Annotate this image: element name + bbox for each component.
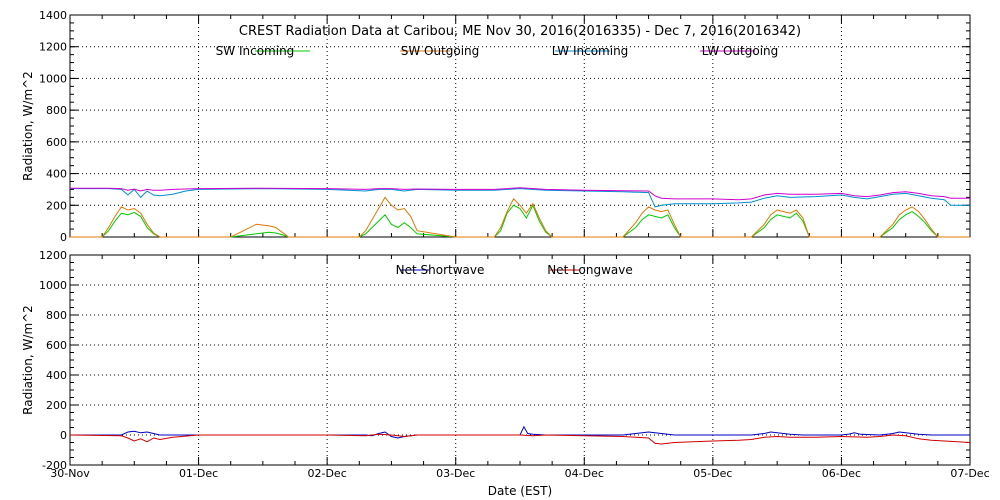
x-axis-label: Date (EST): [488, 484, 552, 498]
y-tick-label: 800: [46, 104, 67, 117]
series-line-sw-outgoing: [70, 196, 970, 238]
y-tick-label: 400: [46, 369, 67, 382]
y-tick-label: 1000: [39, 72, 67, 85]
y-tick-label: 800: [46, 309, 67, 322]
y-tick-label: -200: [42, 459, 67, 472]
y-tick-label: 1200: [39, 249, 67, 262]
y-tick-label: 400: [46, 168, 67, 181]
plot-frame: [69, 14, 971, 238]
x-tick-label: 02-Dec: [308, 467, 347, 480]
y-axis-label: Radiation, W/m^2: [21, 305, 35, 415]
legend-label: Net Shortwave: [396, 263, 485, 277]
y-tick-label: 1400: [39, 9, 67, 22]
series-line-lw-incoming: [70, 188, 970, 208]
y-tick-label: 1200: [39, 41, 67, 54]
x-tick-label: 03-Dec: [436, 467, 475, 480]
x-tick-label: 06-Dec: [822, 467, 861, 480]
x-tick-label: 01-Dec: [179, 467, 218, 480]
y-tick-label: 0: [60, 231, 67, 244]
x-tick-label: 05-Dec: [693, 467, 732, 480]
x-tick-label: 04-Dec: [565, 467, 604, 480]
y-axis-label: Radiation, W/m^2: [21, 71, 35, 181]
y-tick-label: 600: [46, 339, 67, 352]
y-tick-label: 0: [60, 429, 67, 442]
series-line-net-longwave: [69, 433, 971, 445]
y-tick-label: 200: [46, 399, 67, 412]
legend-label: LW Incoming: [552, 44, 629, 58]
x-tick-label: 30-Nov: [50, 467, 90, 480]
top-panel-sw-lw-chart: 0 200 400 600 800 1000 1200 1400 Radiation, W/m^…: [21, 9, 971, 244]
legend-label: Net Longwave: [547, 263, 633, 277]
chart-title: CREST Radiation Data at Caribou, ME Nov …: [239, 24, 801, 39]
legend-label: SW Outgoing: [401, 44, 480, 58]
legend-label: LW Outgoing: [702, 44, 779, 58]
x-tick-label: 07-Dec: [950, 467, 989, 480]
series-line-lw-outgoing: [70, 187, 970, 201]
y-tick-label: 1000: [39, 279, 67, 292]
legend-label: SW Incoming: [216, 44, 295, 58]
bottom-panel-net-radiation-chart: -200 0 200 400 600 800 1000 1200 30-Nov 01-Dec 02-…: [21, 249, 990, 498]
y-tick-label: 600: [46, 136, 67, 149]
series-line-sw-incoming: [70, 204, 970, 238]
plot-frame: [69, 254, 971, 466]
y-tick-label: 200: [46, 199, 67, 212]
